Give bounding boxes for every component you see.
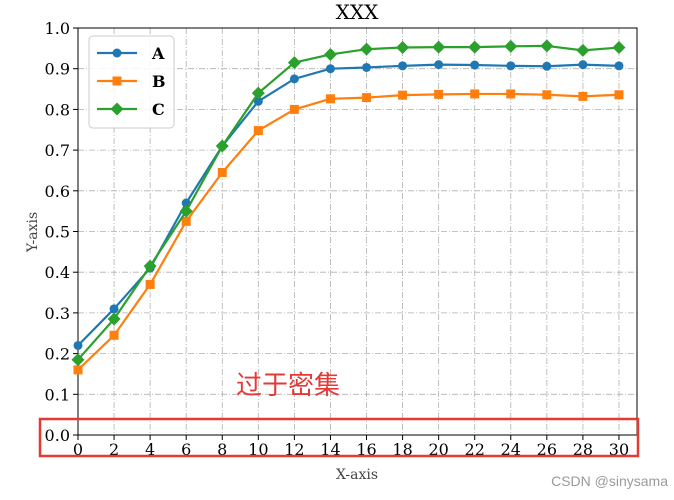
y-tick-label: 0.7 (45, 141, 70, 160)
data-point (576, 43, 590, 57)
y-tick-label: 0.4 (45, 263, 70, 282)
legend-marker (112, 48, 122, 58)
legend-marker (110, 102, 124, 116)
data-point (181, 216, 191, 226)
y-tick-label: 0.3 (45, 304, 70, 323)
x-tick-label: 8 (217, 440, 227, 459)
x-axis-label: X-axis (336, 467, 378, 483)
data-point (253, 126, 263, 136)
data-point (396, 41, 410, 55)
legend-item: C (97, 100, 165, 119)
x-tick-label: 4 (145, 440, 155, 459)
x-tick-label: 6 (181, 440, 191, 459)
data-point (217, 167, 227, 177)
data-point (362, 62, 372, 72)
legend-label: B (152, 72, 166, 91)
series-A (73, 60, 624, 350)
series-line (77, 63, 620, 347)
data-point (468, 40, 482, 54)
data-point (432, 40, 446, 54)
data-point (107, 312, 121, 326)
data-point (614, 90, 624, 100)
y-tick-label: 0.5 (45, 223, 70, 242)
data-point (73, 340, 83, 350)
x-tick-label: 18 (392, 440, 412, 459)
annotation-text: 过于密集 (236, 370, 340, 400)
data-point (362, 93, 372, 103)
data-point (504, 39, 518, 53)
x-tick-label: 0 (73, 440, 83, 459)
data-point (360, 42, 374, 56)
series-C (71, 39, 626, 367)
x-tick-label: 20 (428, 440, 448, 459)
data-point (540, 39, 554, 53)
data-point (179, 204, 193, 218)
x-tick-label: 10 (248, 440, 268, 459)
data-point (470, 89, 480, 99)
legend-label: A (151, 44, 165, 63)
series-line (77, 92, 620, 371)
x-tick-label: 30 (609, 440, 629, 459)
data-point (612, 41, 626, 55)
data-point (578, 91, 588, 101)
y-tick-label: 0.8 (45, 100, 70, 119)
y-tick-label: 0.9 (45, 60, 70, 79)
data-point (542, 90, 552, 100)
y-tick-label: 1.0 (45, 19, 70, 38)
y-tick-label: 0.6 (45, 182, 70, 201)
x-tick-label: 16 (356, 440, 376, 459)
legend-item: A (97, 44, 165, 63)
data-point (325, 94, 335, 104)
data-point (109, 330, 119, 340)
data-point (542, 61, 552, 71)
data-point (470, 60, 480, 70)
data-point (289, 104, 299, 114)
y-tick-label: 0.1 (45, 385, 70, 404)
series-B (73, 89, 624, 375)
watermark: CSDN @sinysama (551, 473, 668, 489)
x-tick-label: 22 (465, 440, 485, 459)
data-point (215, 139, 229, 153)
data-point (506, 89, 516, 99)
y-tick-label: 0.0 (45, 426, 70, 445)
legend-marker (112, 76, 122, 86)
x-tick-label: 24 (501, 440, 521, 459)
axis-ticks: 0 2 4 6 8 10 12 14 16 18 20 22 24 26 28 300.00.10.20.30… (45, 19, 630, 459)
chart-title: XXX (336, 0, 379, 24)
data-point (253, 96, 263, 106)
x-tick-label: 2 (109, 440, 119, 459)
x-tick-label: 28 (573, 440, 593, 459)
data-point (145, 279, 155, 289)
x-tick-label: 26 (537, 440, 557, 459)
data-point (71, 353, 85, 367)
series-layer (71, 39, 626, 375)
legend-label: C (152, 100, 165, 119)
data-point (109, 304, 119, 314)
y-axis-label: Y-axis (25, 212, 41, 253)
data-point (73, 365, 83, 375)
data-point (143, 259, 157, 273)
data-point (325, 64, 335, 74)
x-tick-label: 14 (320, 440, 340, 459)
data-point (578, 60, 588, 70)
data-point (506, 61, 516, 71)
data-point (287, 56, 301, 70)
data-point (251, 86, 265, 100)
legend: ABC (88, 35, 175, 129)
highlight-box (38, 417, 640, 458)
data-point (323, 47, 337, 61)
series-line (77, 44, 620, 361)
data-point (434, 89, 444, 99)
data-point (434, 60, 444, 70)
data-point (398, 90, 408, 100)
legend-item: B (97, 72, 166, 91)
data-point (398, 61, 408, 71)
data-point (289, 74, 299, 84)
x-tick-label: 12 (284, 440, 304, 459)
y-tick-label: 0.2 (45, 345, 70, 364)
data-point (614, 61, 624, 71)
